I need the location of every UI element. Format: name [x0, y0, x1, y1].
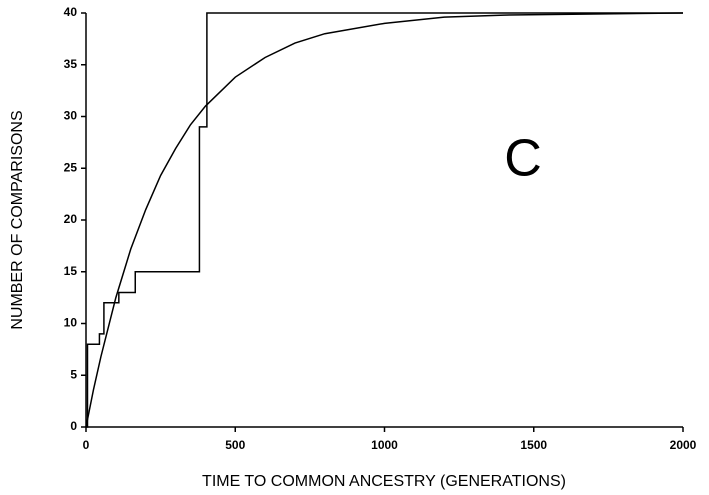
y-tick-label: 10: [64, 316, 78, 330]
y-tick-label: 30: [64, 109, 78, 123]
x-tick-label: 1000: [371, 438, 398, 452]
line-series: [86, 12, 683, 428]
x-axis-title: TIME TO COMMON ANCESTRY (GENERATIONS): [202, 473, 566, 490]
y-tick-label: 40: [64, 5, 78, 19]
x-tick-label: 500: [225, 438, 245, 452]
annotation: C: [504, 130, 542, 188]
y-tick-label: 5: [70, 367, 77, 381]
y-tick-label: 20: [64, 212, 78, 226]
y-tick-label: 0: [70, 419, 77, 433]
y-axis-title: NUMBER OF COMPARISONS: [9, 110, 26, 329]
y-tick-label: 15: [64, 264, 78, 278]
y-tick-label: 25: [64, 160, 78, 174]
x-tick-label: 0: [83, 438, 90, 452]
y-tick-label: 35: [64, 57, 78, 71]
x-tick-label: 1500: [520, 438, 547, 452]
x-tick-label: 2000: [670, 438, 697, 452]
line-series: [85, 12, 684, 428]
